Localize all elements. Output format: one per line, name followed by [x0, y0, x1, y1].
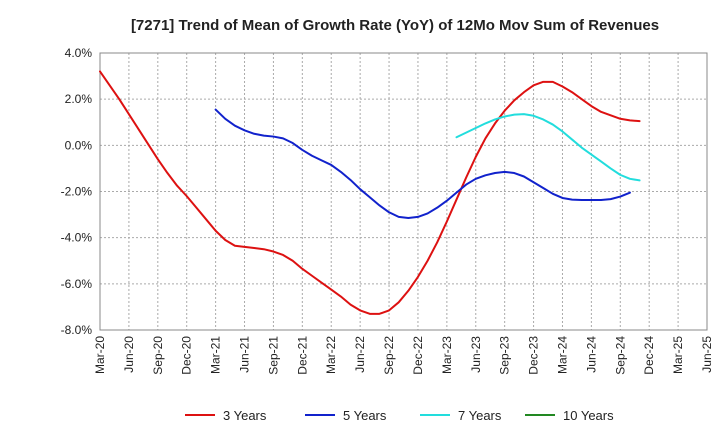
y-tick-label: 0.0%	[65, 138, 93, 152]
x-tick-label: Mar-22	[324, 336, 338, 374]
legend: 3 Years 5 Years 7 Years 10 Years	[185, 408, 614, 423]
series-line-5-years	[214, 108, 631, 220]
series-layer	[99, 70, 641, 315]
legend-label: 7 Years	[458, 408, 502, 423]
x-tick-label: Jun-23	[469, 336, 483, 373]
x-tick-label: Mar-24	[555, 336, 569, 374]
x-tick-label: Mar-23	[440, 336, 454, 374]
chart-title: [7271] Trend of Mean of Growth Rate (YoY…	[131, 17, 659, 34]
x-tick-label: Sep-22	[382, 336, 396, 375]
series-line-7-years	[455, 113, 641, 182]
x-tick-label: Mar-21	[209, 336, 223, 374]
x-tick-label: Dec-22	[411, 336, 425, 375]
x-tick-label: Jun-21	[238, 336, 252, 373]
series-line-3-years	[99, 70, 641, 315]
y-axis: 4.0% 2.0% 0.0% -2.0% -4.0% -6.0% -8.0%	[61, 46, 93, 337]
x-tick-label: Sep-23	[498, 336, 512, 375]
y-tick-label: -6.0%	[61, 277, 93, 291]
y-tick-label: -8.0%	[61, 323, 93, 337]
legend-label: 10 Years	[563, 408, 614, 423]
x-tick-label: Dec-24	[642, 336, 656, 375]
x-tick-label: Dec-21	[295, 336, 309, 375]
x-tick-label: Sep-21	[266, 336, 280, 375]
x-axis: Mar-20 Jun-20 Sep-20 Dec-20 Mar-21 Jun-21 Sep-…	[93, 336, 714, 375]
x-tick-label: Mar-25	[671, 336, 685, 374]
y-tick-label: 2.0%	[65, 92, 93, 106]
x-tick-label: Dec-23	[527, 336, 541, 375]
y-tick-label: -4.0%	[61, 231, 93, 245]
x-tick-label: Jun-24	[584, 336, 598, 373]
y-tick-label: 4.0%	[65, 46, 93, 60]
x-tick-label: Sep-20	[151, 336, 165, 375]
legend-label: 3 Years	[223, 408, 267, 423]
plot-area	[99, 52, 708, 331]
y-tick-label: -2.0%	[61, 185, 93, 199]
x-tick-label: Dec-20	[180, 336, 194, 375]
x-tick-label: Jun-25	[700, 336, 714, 373]
x-tick-label: Sep-24	[613, 336, 627, 375]
grid-lines	[99, 52, 708, 331]
legend-label: 5 Years	[343, 408, 387, 423]
x-tick-label: Mar-20	[93, 336, 107, 374]
x-tick-label: Jun-22	[353, 336, 367, 373]
x-tick-label: Jun-20	[122, 336, 136, 373]
